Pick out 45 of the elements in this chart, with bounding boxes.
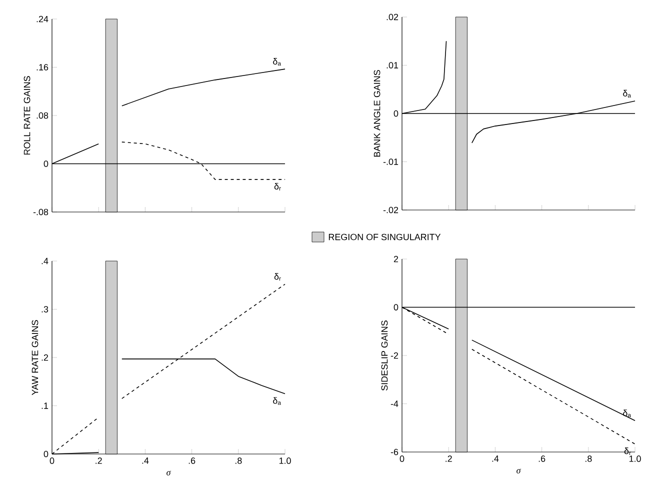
y-tick-label: .01 <box>386 62 398 68</box>
series-label: δ$_{a}$ <box>623 90 631 98</box>
series-label: δ$_{a}$ <box>273 397 281 405</box>
y-tick-label: -4 <box>390 400 398 407</box>
y-tick-label: -.02 <box>383 206 398 214</box>
x-tick-label: .4 <box>492 456 499 462</box>
x-tick-label: 1.0 <box>629 456 641 462</box>
x-tick-label: .2 <box>446 456 452 462</box>
x-tick-label: 0 <box>400 456 404 462</box>
series-label: δ$_{r}$ <box>624 448 631 456</box>
y-tick-label: .16 <box>36 64 48 70</box>
y-tick-label: 0 <box>394 110 398 117</box>
y-tick-label: .4 <box>42 258 48 264</box>
x-tick-label: 0 <box>50 458 54 464</box>
y-tick-label: -.01 <box>383 158 398 165</box>
y-axis-title: YAW RATE GAINS <box>32 320 38 396</box>
x-tick-label: .4 <box>142 458 149 464</box>
y-tick-label: -.08 <box>33 208 48 216</box>
y-tick-label: -6 <box>390 448 398 456</box>
y-axis-title: BANK ANGLE GAINS <box>374 70 380 157</box>
y-tick-label: -2 <box>390 352 398 359</box>
y-axis-title: SIDESLIP GAINS <box>381 320 388 390</box>
y-tick-label: .3 <box>42 306 48 312</box>
y-tick-label: 0 <box>44 160 48 167</box>
x-tick-label: 1.0 <box>279 458 291 464</box>
y-tick-label: .2 <box>42 354 48 361</box>
y-tick-label: .08 <box>36 112 48 119</box>
y-tick-label: 0 <box>44 450 48 458</box>
y-tick-label: .02 <box>386 14 398 20</box>
y-axis-title: ROLL RATE GAINS <box>24 76 30 155</box>
y-tick-label: .1 <box>42 402 48 409</box>
x-tick-label: .6 <box>188 458 196 464</box>
x-axis-title: σ <box>166 470 171 476</box>
y-tick-label: .24 <box>36 16 48 22</box>
x-tick-label: .8 <box>585 456 592 462</box>
series-label: δ$_{r}$ <box>274 182 281 190</box>
legend-label: REGION OF SINGULARITY <box>328 234 441 240</box>
series-label: δ$_{r}$ <box>274 273 281 281</box>
x-tick-label: .8 <box>235 458 242 464</box>
series-label: δ$_{a}$ <box>273 58 281 66</box>
y-tick-label: 2 <box>394 256 398 262</box>
x-tick-label: .2 <box>96 458 102 464</box>
x-tick-label: .6 <box>538 456 546 462</box>
x-axis-title: σ <box>516 468 521 474</box>
y-tick-label: 0 <box>394 304 398 310</box>
